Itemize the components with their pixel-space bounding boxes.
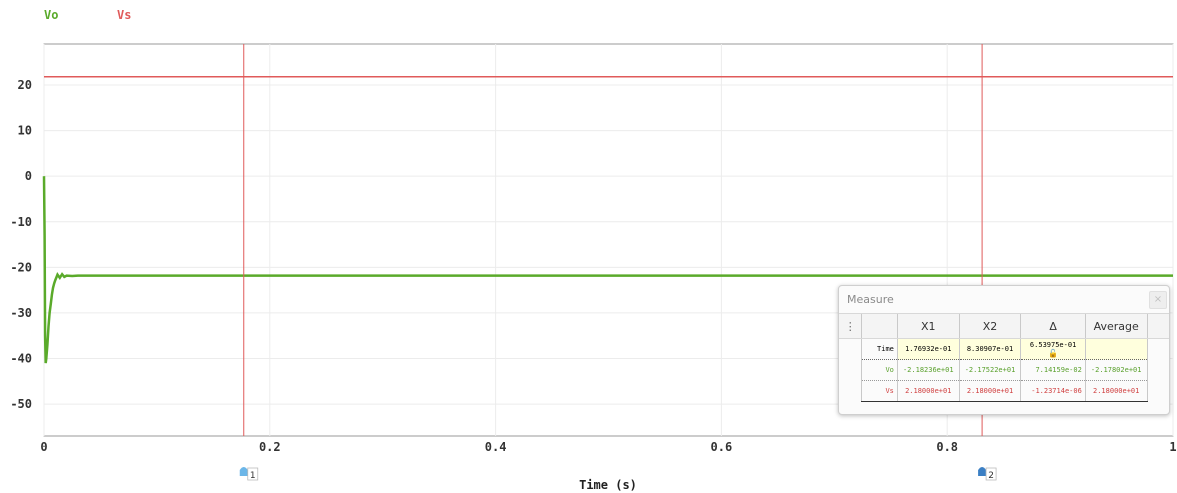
vo-x1-cell: -2.18236e+01 xyxy=(896,359,960,381)
row-spacer xyxy=(1146,380,1169,402)
vs-x1-cell: 2.18000e+01 xyxy=(896,380,960,402)
measure-table: ⋮ X1 X2 Δ Average Time 1.76932e-01 8.309… xyxy=(839,313,1169,402)
y-tick-label: -10 xyxy=(10,215,32,229)
legend-vs[interactable]: Vs xyxy=(117,8,132,22)
time-x1-cell[interactable]: 1.76932e-01 xyxy=(896,338,960,360)
time-delta-cell[interactable]: 6.53975e-01 🔓 xyxy=(1020,338,1086,360)
header-average: Average xyxy=(1084,313,1148,339)
time-average-cell xyxy=(1084,338,1148,360)
y-tick-label: 10 xyxy=(18,124,32,138)
row-spacer xyxy=(1146,359,1169,381)
vs-x2-cell: 2.18000e+01 xyxy=(958,380,1021,402)
header-spacer xyxy=(1146,313,1169,339)
measure-row-vs: Vs 2.18000e+01 2.18000e+01 -1.23714e-06 … xyxy=(839,380,1169,402)
cursor-2-handle[interactable] xyxy=(978,467,987,476)
header-delta: Δ xyxy=(1020,313,1086,339)
header-x2: X2 xyxy=(958,313,1021,339)
cursor-2-tag xyxy=(985,467,997,481)
row-label: Vs xyxy=(861,380,898,402)
row-label: Vo xyxy=(861,359,898,381)
y-tick-label: -50 xyxy=(10,397,32,411)
y-tick-label: -40 xyxy=(10,352,32,366)
row-spacer xyxy=(839,339,862,360)
row-spacer xyxy=(1146,338,1169,360)
header-x1: X1 xyxy=(896,313,960,339)
vo-average-cell: -2.17802e+01 xyxy=(1084,359,1148,381)
x-axis-label: Time (s) xyxy=(579,478,637,492)
y-axis: 20 10 0 -10 -20 -30 -40 -50 xyxy=(10,78,32,411)
row-spacer xyxy=(839,381,862,402)
time-delta-value: 6.53975e-01 xyxy=(1029,340,1077,349)
cursor-2-label: 2 xyxy=(988,471,994,481)
cursor-1-tag xyxy=(247,467,259,481)
lock-icon[interactable]: 🔓 xyxy=(1048,348,1059,358)
cursor-1-label: 1 xyxy=(250,471,256,481)
vo-delta-cell: 7.14159e-02 xyxy=(1020,359,1086,381)
measure-panel[interactable]: Measure × ⋮ X1 X2 Δ Average Time 1.76932… xyxy=(838,285,1170,415)
row-label: Time xyxy=(861,338,898,360)
x-tick-label: 0.2 xyxy=(259,440,281,454)
header-rowlabel xyxy=(861,313,898,339)
series-layer xyxy=(42,76,1173,364)
menu-icon[interactable]: ⋮ xyxy=(839,313,862,339)
x-tick-label: 0.8 xyxy=(936,440,958,454)
row-spacer xyxy=(839,360,862,381)
time-x2-cell[interactable]: 8.30907e-01 xyxy=(958,338,1021,360)
y-tick-label: -20 xyxy=(10,260,32,274)
x-tick-label: 0.6 xyxy=(711,440,733,454)
measure-row-time: Time 1.76932e-01 8.30907e-01 6.53975e-01… xyxy=(839,338,1169,360)
series-line-vo xyxy=(42,176,1173,364)
close-icon[interactable]: × xyxy=(1149,291,1167,309)
legend-vo[interactable]: Vo xyxy=(44,8,59,22)
y-tick-label: 0 xyxy=(25,169,32,183)
y-tick-label: 20 xyxy=(18,78,32,92)
cursor-1-handle[interactable] xyxy=(239,467,248,476)
x-tick-label: 0.4 xyxy=(485,440,507,454)
vo-x2-cell: -2.17522e+01 xyxy=(958,359,1021,381)
x-axis: 0 0.2 0.4 0.6 0.8 1 xyxy=(40,440,1176,454)
y-tick-label: -30 xyxy=(10,306,32,320)
x-tick-label: 0 xyxy=(40,440,47,454)
vs-delta-cell: -1.23714e-06 xyxy=(1020,380,1086,402)
vs-average-cell: 2.18000e+01 xyxy=(1084,380,1148,402)
measure-title: Measure xyxy=(847,293,894,306)
measure-row-vo: Vo -2.18236e+01 -2.17522e+01 7.14159e-02… xyxy=(839,359,1169,381)
x-tick-label: 1 xyxy=(1169,440,1176,454)
